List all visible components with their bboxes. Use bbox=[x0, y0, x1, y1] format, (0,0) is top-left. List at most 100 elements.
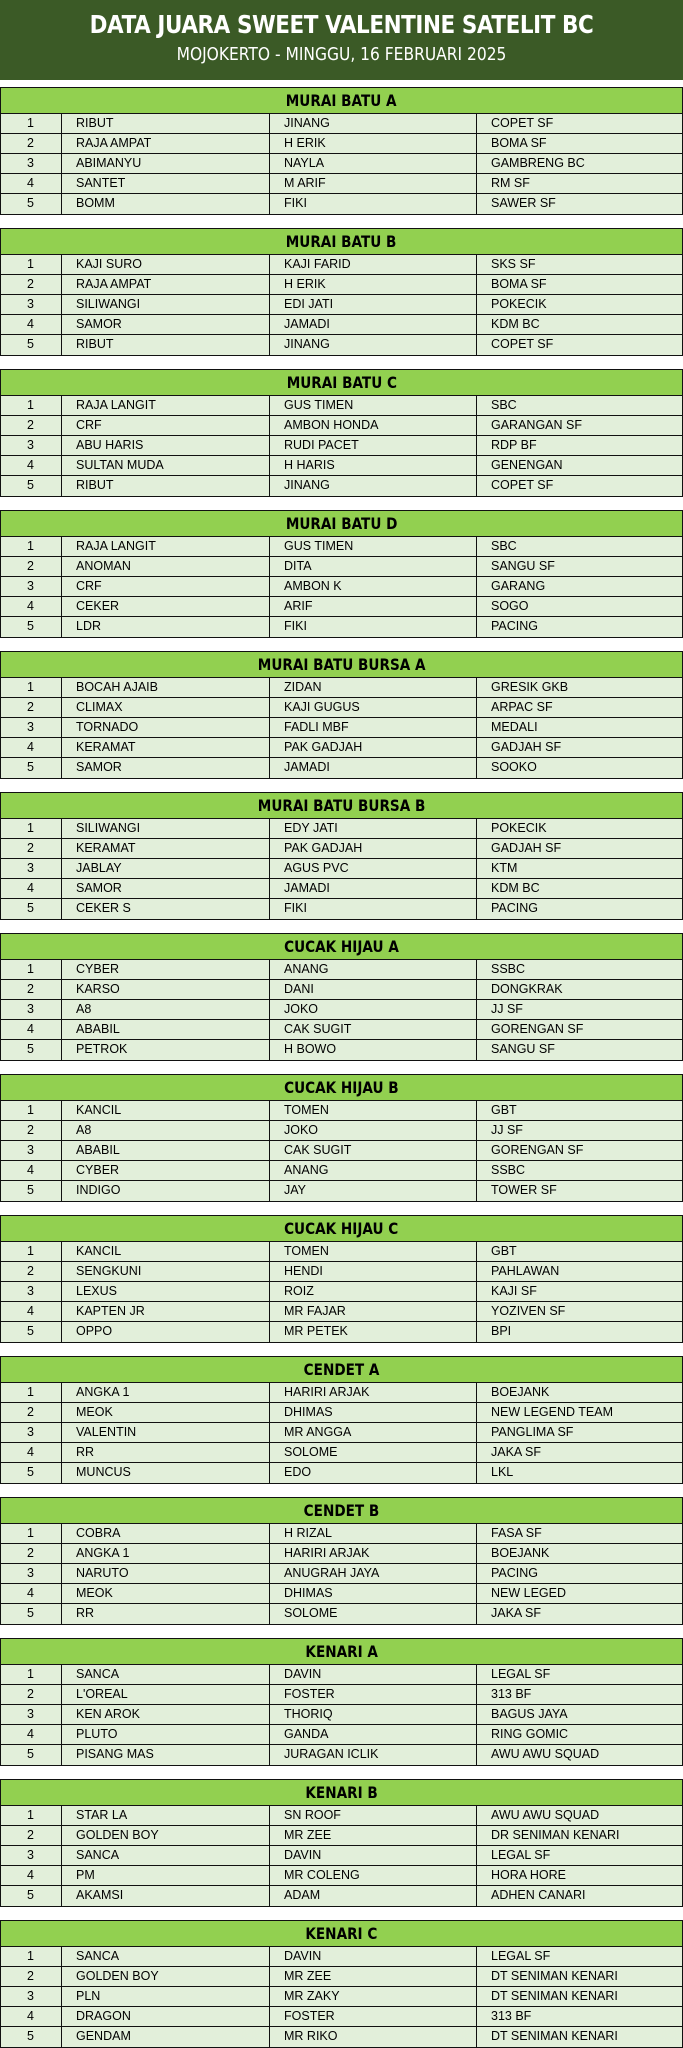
cell-team: RING GOMIC bbox=[491, 1727, 569, 1741]
cell-team: BOEJANK bbox=[491, 1385, 550, 1399]
cell-team: BPI bbox=[491, 1324, 512, 1338]
cell-rank: 5 bbox=[1, 899, 62, 919]
cell-rank: 5 bbox=[1, 1181, 62, 1201]
cell-owner: JURAGAN ICLIK bbox=[270, 1745, 477, 1765]
cell-bird-name: SAMOR bbox=[62, 879, 270, 898]
cell-team: NEW LEGED bbox=[491, 1586, 567, 1600]
table-row: 4 SANTET M ARIF RM SF bbox=[1, 174, 682, 194]
cell-bird-name: MUNCUS bbox=[62, 1463, 270, 1483]
cell-owner: JINANG bbox=[270, 476, 477, 496]
cell-rank: 3 bbox=[1, 577, 62, 596]
cell-rank: 2 bbox=[1, 839, 62, 858]
table-row: 3 VALENTIN MR ANGGA PANGLIMA SF bbox=[1, 1423, 682, 1443]
table-row: 4 KAPTEN JR MR FAJAR YOZIVEN SF bbox=[1, 1302, 682, 1322]
section-title: CUCAK HIJAU C bbox=[1, 1216, 682, 1242]
cell-owner: HENDI bbox=[270, 1262, 477, 1281]
cell-owner: JAMADI bbox=[270, 879, 477, 898]
cell-team: RDP BF bbox=[491, 438, 537, 452]
cell-owner: CAK SUGIT bbox=[270, 1141, 477, 1160]
cell-bird-name: JABLAY bbox=[62, 859, 270, 878]
cell-owner: AGUS PVC bbox=[270, 859, 477, 878]
cell-bird-name: KAPTEN JR bbox=[62, 1302, 270, 1321]
cell-owner: TOMEN bbox=[270, 1101, 477, 1120]
cell-rank: 3 bbox=[1, 295, 62, 314]
cell-team: SAWER SF bbox=[491, 196, 556, 210]
cell-owner: ADAM bbox=[270, 1886, 477, 1906]
cell-owner: FIKI bbox=[270, 899, 477, 919]
cell-rank: 4 bbox=[1, 1584, 62, 1603]
cell-owner: DAVIN bbox=[270, 1665, 477, 1684]
cell-rank: 1 bbox=[1, 1101, 62, 1120]
cell-owner: GUS TIMEN bbox=[270, 537, 477, 556]
cell-rank: 1 bbox=[1, 1383, 62, 1402]
table-row: 3 A8 JOKO JJ SF bbox=[1, 1000, 682, 1020]
cell-owner: RUDI PACET bbox=[270, 436, 477, 455]
table-row: 2 ANOMAN DITA SANGU SF bbox=[1, 557, 682, 577]
cell-team: PANGLIMA SF bbox=[491, 1425, 574, 1439]
table-row: 1 SILIWANGI EDY JATI POKECIK bbox=[1, 819, 682, 839]
cell-owner: H HARIS bbox=[270, 456, 477, 475]
cell-bird-name: SULTAN MUDA bbox=[62, 456, 270, 475]
cell-rank: 1 bbox=[1, 255, 62, 274]
cell-owner: DITA bbox=[270, 557, 477, 576]
cell-bird-name: CYBER bbox=[62, 960, 270, 979]
cell-rank: 5 bbox=[1, 1463, 62, 1483]
table-row: 3 JABLAY AGUS PVC KTM bbox=[1, 859, 682, 879]
table-row: 3 LEXUS ROIZ KAJI SF bbox=[1, 1282, 682, 1302]
table-row: 3 CRF AMBON K GARANG bbox=[1, 577, 682, 597]
results-table: MURAI BATU B 1 KAJI SURO KAJI FARID SKS SF 2 R… bbox=[0, 228, 683, 356]
cell-team: BOEJANK bbox=[491, 1546, 550, 1560]
cell-rank: 1 bbox=[1, 819, 62, 838]
cell-owner: DAVIN bbox=[270, 1846, 477, 1865]
cell-bird-name: INDIGO bbox=[62, 1181, 270, 1201]
cell-owner: MR ANGGA bbox=[270, 1423, 477, 1442]
table-row: 5 CEKER S FIKI PACING bbox=[1, 899, 682, 919]
cell-team: SANGU SF bbox=[491, 1042, 555, 1056]
cell-rank: 1 bbox=[1, 114, 62, 133]
cell-owner: FIKI bbox=[270, 194, 477, 214]
cell-team: POKECIK bbox=[491, 821, 547, 835]
cell-team: SANGU SF bbox=[491, 559, 555, 573]
cell-team: PACING bbox=[491, 901, 538, 915]
table-row: 4 KERAMAT PAK GADJAH GADJAH SF bbox=[1, 738, 682, 758]
cell-bird-name: KAJI SURO bbox=[62, 255, 270, 274]
section-title-text: KENARI A bbox=[305, 1642, 378, 1661]
cell-rank: 4 bbox=[1, 1866, 62, 1885]
cell-bird-name: MEOK bbox=[62, 1584, 270, 1603]
cell-rank: 4 bbox=[1, 174, 62, 193]
results-table: CUCAK HIJAU B 1 KANCIL TOMEN GBT 2 A8 JOKO JJ SF… bbox=[0, 1074, 683, 1202]
table-row: 3 PLN MR ZAKY DT SENIMAN KENARI bbox=[1, 1987, 682, 2007]
table-row: 4 CYBER ANANG SSBC bbox=[1, 1161, 682, 1181]
table-row: 2 SENGKUNI HENDI PAHLAWAN bbox=[1, 1262, 682, 1282]
results-table: MURAI BATU D 1 RAJA LANGIT GUS TIMEN SBC 2 ANO… bbox=[0, 510, 683, 638]
cell-bird-name: ABIMANYU bbox=[62, 154, 270, 173]
cell-rank: 3 bbox=[1, 436, 62, 455]
cell-bird-name: RR bbox=[62, 1604, 270, 1624]
cell-team: LEGAL SF bbox=[491, 1667, 551, 1681]
cell-owner: MR COLENG bbox=[270, 1866, 477, 1885]
cell-bird-name: RAJA LANGIT bbox=[62, 396, 270, 415]
cell-bird-name: KARSO bbox=[62, 980, 270, 999]
cell-rank: 5 bbox=[1, 758, 62, 778]
page-subtitle: MOJOKERTO - MINGGU, 16 FEBRUARI 2025 bbox=[176, 44, 507, 65]
cell-rank: 2 bbox=[1, 1121, 62, 1140]
table-row: 2 RAJA AMPAT H ERIK BOMA SF bbox=[1, 275, 682, 295]
cell-team: KDM BC bbox=[491, 881, 540, 895]
cell-rank: 3 bbox=[1, 154, 62, 173]
table-row: 5 RR SOLOME JAKA SF bbox=[1, 1604, 682, 1624]
cell-team: BOMA SF bbox=[491, 136, 547, 150]
cell-team: YOZIVEN SF bbox=[491, 1304, 566, 1318]
table-row: 2 MEOK DHIMAS NEW LEGEND TEAM bbox=[1, 1403, 682, 1423]
cell-team: KAJI SF bbox=[491, 1284, 537, 1298]
cell-owner: ROIZ bbox=[270, 1282, 477, 1301]
cell-rank: 4 bbox=[1, 597, 62, 616]
cell-team: MEDALI bbox=[491, 720, 538, 734]
cell-rank: 5 bbox=[1, 1745, 62, 1765]
cell-bird-name: PM bbox=[62, 1866, 270, 1885]
table-row: 1 RAJA LANGIT GUS TIMEN SBC bbox=[1, 396, 682, 416]
cell-bird-name: KEN AROK bbox=[62, 1705, 270, 1724]
cell-bird-name: CRF bbox=[62, 416, 270, 435]
cell-rank: 1 bbox=[1, 678, 62, 697]
cell-rank: 5 bbox=[1, 194, 62, 214]
table-row: 4 CEKER ARIF SOGO bbox=[1, 597, 682, 617]
